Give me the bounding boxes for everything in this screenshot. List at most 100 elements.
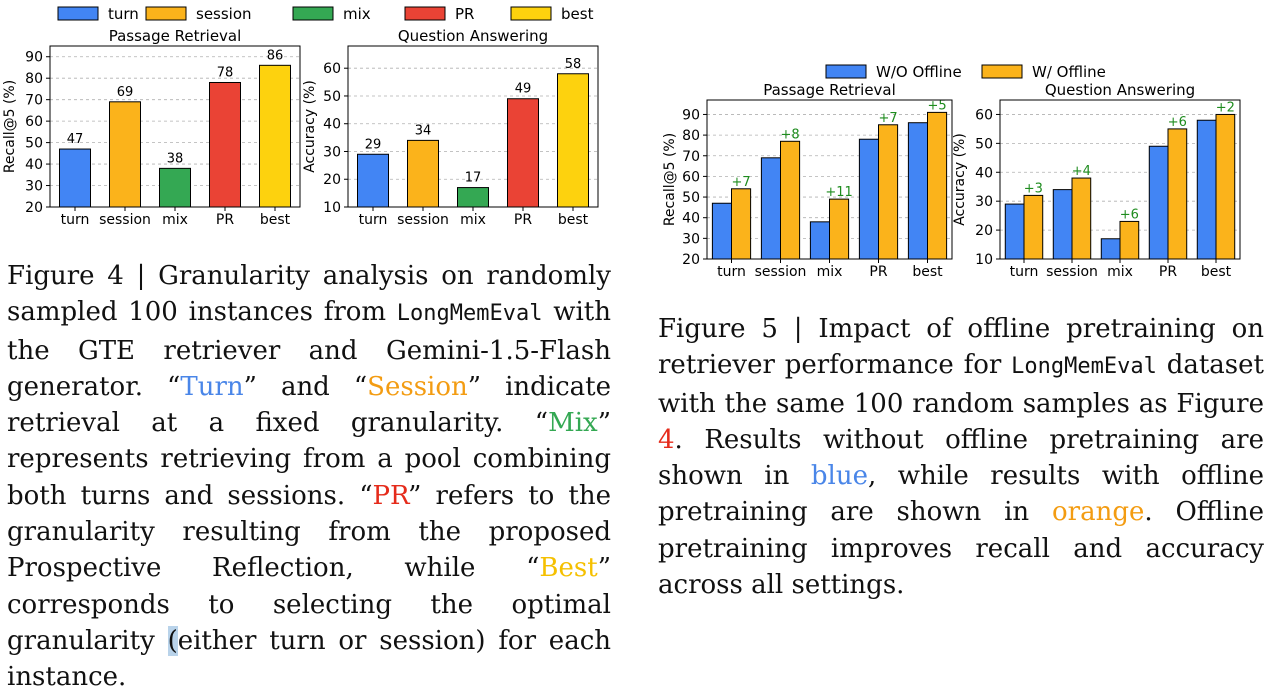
bar-mix-0 (809, 221, 830, 260)
y-tick-label: 40 (975, 165, 993, 181)
legend-label-1: W/ Offline (1032, 63, 1106, 81)
figure5-caption: Figure 5 | Impact of offline pretraining… (658, 314, 1264, 601)
y-tick-label: 80 (682, 128, 700, 144)
delta-label: +6 (1120, 207, 1139, 222)
x-tick-label: PR (514, 212, 532, 228)
orange-highlight: orange (1052, 497, 1145, 528)
y-tick-label: 50 (323, 89, 341, 105)
legend-label-3: PR (455, 5, 474, 23)
plot-frame (49, 45, 301, 208)
bar-best-0 (1196, 119, 1217, 260)
delta-label: +11 (825, 185, 852, 200)
bar-PR-1 (1167, 128, 1188, 260)
legend-swatch-1 (145, 6, 187, 21)
bar-mix-1 (1119, 220, 1140, 260)
x-tick-label: mix (1107, 264, 1133, 280)
figure4-caption: Figure 4 | Granularity analysis on rando… (7, 261, 612, 693)
y-tick-label: 50 (682, 190, 700, 206)
x-tick-label: best (912, 264, 943, 280)
y-tick-label: 60 (323, 61, 341, 77)
dataset-name: LongMemEval (1011, 354, 1157, 380)
x-tick-label: turn (1010, 264, 1039, 280)
bar-session-1 (780, 140, 801, 260)
y-tick-label: 70 (682, 149, 700, 165)
bar-turn-1 (1023, 194, 1044, 260)
dataset-name: LongMemEval (396, 301, 543, 327)
y-tick-label: 40 (25, 157, 43, 173)
bar-mix (457, 187, 489, 208)
data-label: 78 (217, 65, 234, 80)
x-tick-label: best (558, 212, 589, 228)
legend-label-2: mix (343, 5, 371, 23)
best-highlight: Best (539, 553, 598, 584)
y-tick-label: 70 (25, 93, 43, 109)
bar-session-0 (760, 157, 781, 260)
legend-swatch-2 (292, 6, 334, 21)
bar-PR (507, 98, 539, 208)
legend-swatch-4 (510, 6, 552, 21)
plot-frame (706, 99, 953, 260)
y-tick-label: 20 (975, 223, 993, 239)
y-axis-label: Accuracy (%) (302, 80, 318, 173)
bar-session-1 (1071, 177, 1092, 260)
y-tick-label: 90 (25, 50, 43, 66)
y-tick-label: 30 (682, 231, 700, 247)
bar-mix-1 (829, 198, 850, 260)
delta-label: +6 (1168, 115, 1187, 130)
y-tick-label: 20 (25, 200, 43, 216)
y-tick-label: 90 (682, 107, 700, 123)
bar-session-0 (1052, 189, 1073, 260)
bar-turn-1 (731, 188, 752, 260)
delta-label: +7 (731, 175, 750, 190)
bar-best-1 (1215, 113, 1236, 260)
x-tick-label: session (1046, 264, 1098, 280)
text-cursor-highlight[interactable]: ( (167, 625, 178, 656)
bar-turn-0 (1004, 203, 1025, 260)
y-tick-label: 30 (323, 144, 341, 160)
bar-PR-0 (858, 138, 879, 260)
bar-turn (59, 148, 91, 208)
bar-best (259, 64, 291, 208)
x-tick-label: session (99, 212, 151, 228)
bar-best (557, 73, 589, 208)
bar-PR-1 (878, 124, 899, 260)
chart-title: Passage Retrieval (109, 27, 242, 45)
delta-label: +2 (1216, 100, 1235, 115)
session-highlight: Session (367, 371, 468, 402)
figure4-legend: turn session mix PR best (57, 5, 594, 23)
data-label: 69 (117, 85, 134, 100)
x-tick-label: PR (1159, 264, 1177, 280)
delta-label: +3 (1024, 181, 1043, 196)
bar-turn (357, 153, 389, 208)
turn-highlight: Turn (180, 371, 244, 402)
data-label: 38 (167, 151, 184, 166)
x-tick-label: session (755, 264, 807, 280)
data-label: 49 (515, 82, 532, 97)
x-tick-label: turn (717, 264, 746, 280)
y-axis-label: Accuracy (%) (952, 133, 968, 226)
data-label: 29 (365, 137, 382, 152)
x-tick-label: mix (817, 264, 843, 280)
x-tick-label: session (397, 212, 449, 228)
y-tick-label: 20 (323, 172, 341, 188)
bar-mix-0 (1100, 238, 1121, 260)
y-tick-label: 80 (25, 71, 43, 87)
x-tick-label: mix (162, 212, 188, 228)
legend-label-1: session (196, 5, 252, 23)
bar-PR (209, 81, 241, 208)
y-tick-label: 60 (25, 114, 43, 130)
y-tick-label: 30 (975, 194, 993, 210)
plot-frame (999, 99, 1241, 260)
legend-swatch-0 (825, 64, 867, 79)
y-tick-label: 30 (25, 179, 43, 195)
figure4-question-answering-chart: Question Answering 10 20 30 40 50 60 Accuracy (… (302, 27, 599, 228)
data-label: 34 (415, 123, 432, 138)
legend-label-4: best (561, 5, 594, 23)
chart-title: Question Answering (1045, 81, 1195, 99)
y-tick-label: 50 (25, 136, 43, 152)
delta-label: +5 (927, 98, 946, 113)
legend-label-0: W/O Offline (876, 63, 962, 81)
figure-reference-link[interactable]: 4 (658, 424, 675, 455)
bar-session (407, 139, 439, 208)
x-tick-label: mix (460, 212, 486, 228)
